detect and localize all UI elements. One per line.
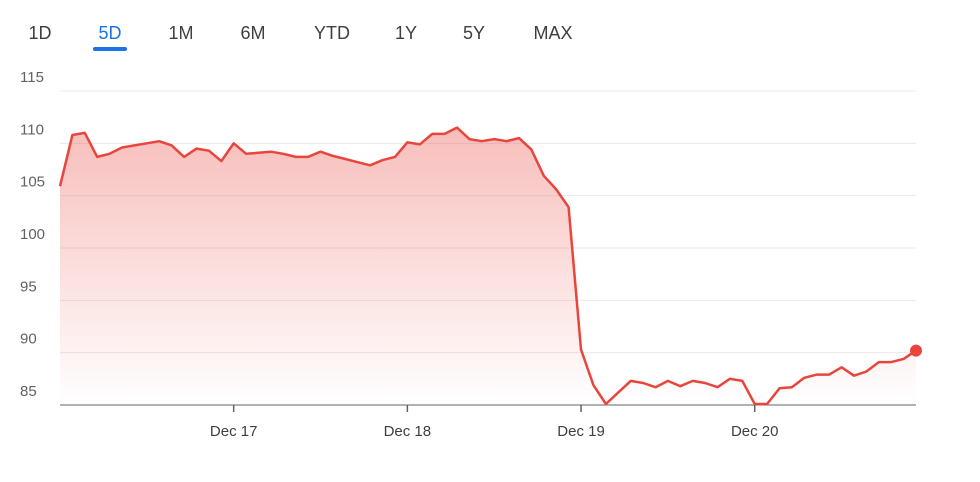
x-tick-label: Dec 17 xyxy=(210,423,258,440)
range-tab[interactable]: 1Y xyxy=(395,23,417,43)
y-tick-label: 110 xyxy=(20,121,44,138)
y-tick-label: 85 xyxy=(20,383,37,400)
x-tick-label: Dec 18 xyxy=(384,423,432,440)
y-tick-label: 100 xyxy=(20,226,45,243)
y-tick-label: 90 xyxy=(20,331,37,348)
price-line xyxy=(58,126,917,406)
y-tick-label: 115 xyxy=(20,69,44,86)
last-point xyxy=(910,344,922,357)
range-tab[interactable]: 1D xyxy=(28,23,51,43)
area-fill xyxy=(60,127,916,405)
x-tick-label: Dec 19 xyxy=(557,423,605,440)
range-tab[interactable]: YTD xyxy=(314,23,350,43)
y-tick-label: 95 xyxy=(20,278,37,295)
range-tab[interactable]: 6M xyxy=(240,23,265,43)
tab-underline xyxy=(93,47,127,51)
range-tab[interactable]: 5D xyxy=(98,23,121,43)
range-tab[interactable]: 1M xyxy=(168,23,193,43)
range-tab[interactable]: MAX xyxy=(533,23,572,43)
y-tick-label: 105 xyxy=(20,174,45,191)
x-tick-label: Dec 20 xyxy=(731,423,779,440)
range-tab[interactable]: 5Y xyxy=(463,23,485,43)
